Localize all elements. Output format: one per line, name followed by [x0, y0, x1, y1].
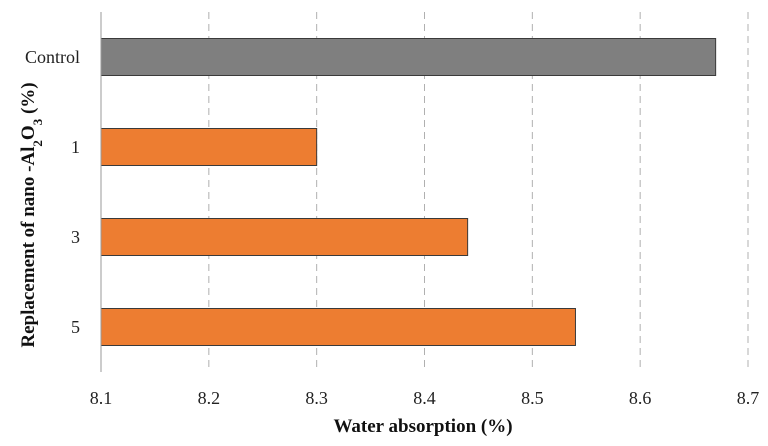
bar-3: [100, 218, 469, 256]
bars: [100, 38, 717, 346]
y-axis-title: Replacement of nano -Al2O3 (%): [18, 82, 45, 347]
x-tick-label: 8.2: [198, 388, 221, 408]
x-tick-label: 8.5: [521, 388, 544, 408]
y-axis-title-prefix: Replacement of nano -Al: [18, 147, 39, 348]
x-tick-label: 8.3: [305, 388, 328, 408]
x-tick-labels: 8.1 8.2 8.3 8.4 8.5 8.6 8.7: [90, 388, 760, 408]
bar-1: [100, 128, 318, 166]
category-label: 1: [71, 137, 80, 157]
category-label: 5: [71, 317, 80, 337]
category-label: 3: [71, 227, 80, 247]
x-tick-label: 8.1: [90, 388, 113, 408]
y-axis-title-sub1: 2: [30, 140, 45, 147]
x-tick-label: 8.6: [629, 388, 652, 408]
bar-control: [100, 38, 717, 76]
y-axis-title-suffix: (%): [18, 82, 39, 118]
category-label: Control: [25, 47, 80, 67]
bar-5: [100, 308, 576, 346]
y-axis-title-mid: O: [18, 125, 39, 140]
x-tick-label: 8.7: [737, 388, 760, 408]
x-axis-title: Water absorption (%): [333, 416, 512, 437]
y-axis-title-sub2: 3: [30, 118, 45, 125]
category-labels: Control 1 3 5: [25, 47, 80, 337]
x-tick-label: 8.4: [413, 388, 436, 408]
